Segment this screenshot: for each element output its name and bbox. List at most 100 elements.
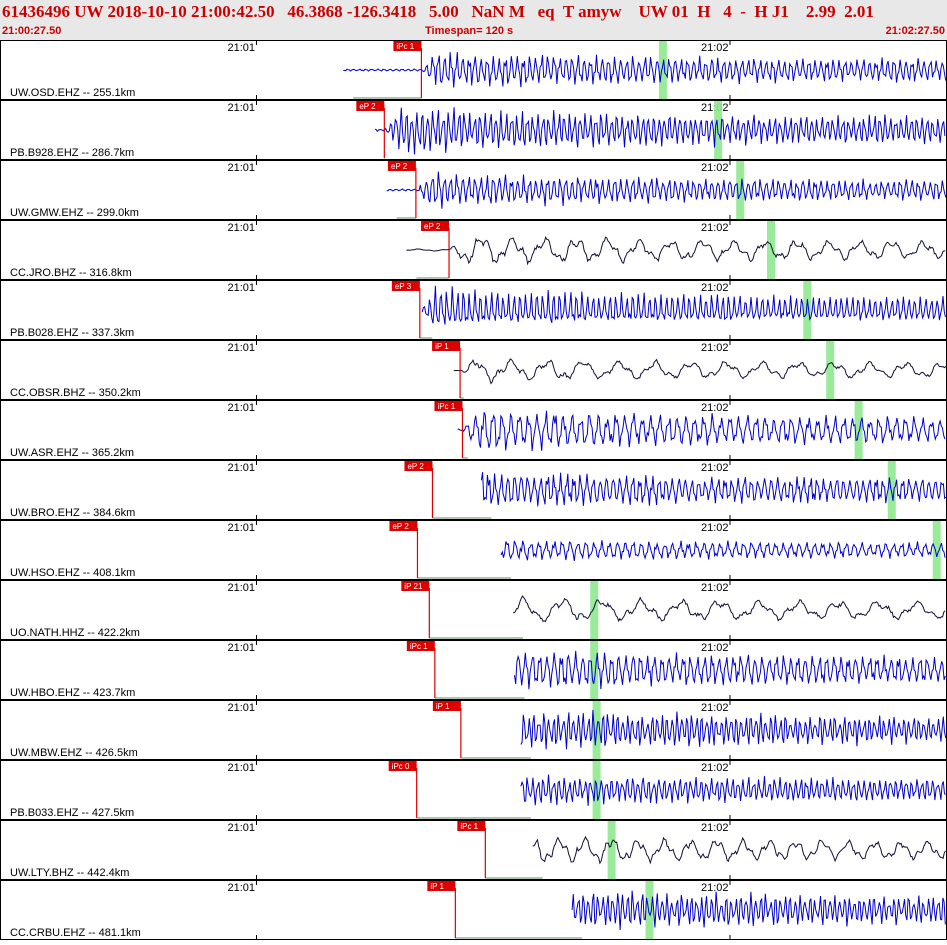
s-pick-window [658,41,667,99]
minute-tick-label: 21:02 [701,882,729,894]
window-start-time: 21:00:27.50 [2,25,62,37]
seismogram-panels: 21:01 21:02 iPc 1 UW.OSD.EHZ -- 255.1km 21:0… [0,40,947,940]
minute-tick-label: 21:01 [227,702,255,714]
s-pick-window [736,161,745,219]
station-label: UW.BRO.EHZ -- 384.6km [10,507,135,519]
waveform-trace [374,107,946,155]
minute-tick-label: 21:02 [701,42,729,54]
panel-frame [0,340,947,400]
event-header: 61436496 UW 2018-10-10 21:00:42.50 46.38… [0,0,947,41]
s-pick-window [887,461,896,519]
waveform-trace [406,235,946,266]
s-pick-window [607,821,616,879]
minute-tick-label: 21:02 [701,642,729,654]
minute-tick-label: 21:01 [227,162,255,174]
p-pick-flag [457,821,486,831]
minute-tick-label: 21:01 [227,282,255,294]
p-pick-label: iP 21 [404,582,423,591]
p-pick-label: iPc 1 [460,822,478,831]
station-label: CC.JRO.BHZ -- 316.8km [10,267,132,279]
timespan-label: Timespan= 120 s [425,25,514,37]
minute-tick-label: 21:02 [701,342,729,354]
station-label: PB.B928.EHZ -- 286.7km [10,147,134,159]
station-label: UW.HSO.EHZ -- 408.1km [10,567,135,579]
waveform-trace [514,650,946,690]
station-label: UW.HBO.EHZ -- 423.7km [10,687,135,699]
minute-tick-label: 21:01 [227,462,255,474]
p-pick-label: iPc 1 [437,402,455,411]
station-label: UW.OSD.EHZ -- 255.1km [10,87,135,99]
waveform-trace [343,52,947,88]
p-pick-flag [401,581,430,591]
waveform-trace [386,171,947,209]
waveform-trace [520,709,947,750]
minute-tick-label: 21:02 [701,162,729,174]
p-pick-flag [404,461,433,471]
waveform-trace [421,285,946,325]
station-label: CC.OBSR.BHZ -- 350.2km [10,387,141,399]
waveform-trace [571,890,946,931]
p-pick-flag [393,41,422,51]
minute-tick-label: 21:01 [227,882,255,894]
minute-tick-label: 21:01 [227,42,255,54]
waveform-chart: 21:01 21:02 iPc 1 UW.OSD.EHZ -- 255.1km 21:0… [0,40,947,940]
s-pick-window [932,521,941,579]
minute-tick-label: 21:02 [701,822,729,834]
window-end-time: 21:02:27.50 [885,25,945,37]
minute-tick-label: 21:02 [701,582,729,594]
minute-tick-label: 21:02 [701,462,729,474]
p-pick-flag [432,701,461,711]
p-pick-label: iPc 1 [396,42,414,51]
p-pick-flag [434,401,463,411]
p-pick-label: iP 1 [430,882,444,891]
minute-tick-label: 21:01 [227,642,255,654]
p-pick-label: iPc 0 [392,762,410,771]
p-pick-label: eP 3 [395,282,412,291]
event-summary: 61436496 UW 2018-10-10 21:00:42.50 46.38… [2,2,874,21]
p-pick-flag [406,641,435,651]
s-pick-window [645,881,654,939]
panel-frame [0,640,947,700]
waveform-trace [532,835,946,865]
panel-frame [0,580,947,640]
s-pick-window [590,581,599,639]
p-pick-label: iPc 1 [410,642,428,651]
panel-frame [0,460,947,520]
minute-tick-label: 21:01 [227,582,255,594]
minute-tick-label: 21:02 [701,222,729,234]
p-pick-label: eP 2 [424,222,441,231]
station-label: UW.GMW.EHZ -- 299.0km [10,207,139,219]
p-pick-label: eP 2 [392,522,409,531]
waveform-trace [480,472,947,507]
p-pick-label: eP 2 [407,462,424,471]
minute-tick-label: 21:02 [701,522,729,534]
s-pick-window [767,221,776,279]
p-pick-label: iP 1 [435,342,449,351]
station-label: UW.LTY.BHZ -- 442.4km [10,867,129,879]
s-pick-window [854,401,863,459]
minute-tick-label: 21:02 [701,402,729,414]
p-pick-flag [389,521,418,531]
minute-tick-label: 21:02 [701,762,729,774]
waveform-trace [513,595,946,623]
waveform-trace [500,540,946,561]
station-label: PB.B028.EHZ -- 337.3km [10,327,134,339]
station-label: UW.ASR.EHZ -- 365.2km [10,447,134,459]
station-label: UW.MBW.EHZ -- 426.5km [10,747,138,759]
waveform-trace [453,358,947,385]
minute-tick-label: 21:01 [227,402,255,414]
panel-frame [0,880,947,940]
p-pick-label: eP 2 [359,102,376,111]
minute-tick-label: 21:01 [227,822,255,834]
minute-tick-label: 21:01 [227,762,255,774]
station-label: PB.B033.EHZ -- 427.5km [10,807,134,819]
p-pick-flag [432,341,461,351]
minute-tick-label: 21:01 [227,342,255,354]
s-pick-window [803,281,812,339]
s-pick-window [826,341,835,399]
minute-tick-label: 21:02 [701,282,729,294]
p-pick-flag [356,101,385,111]
minute-tick-label: 21:01 [227,222,255,234]
waveform-trace [457,410,946,452]
p-pick-flag [388,761,417,771]
